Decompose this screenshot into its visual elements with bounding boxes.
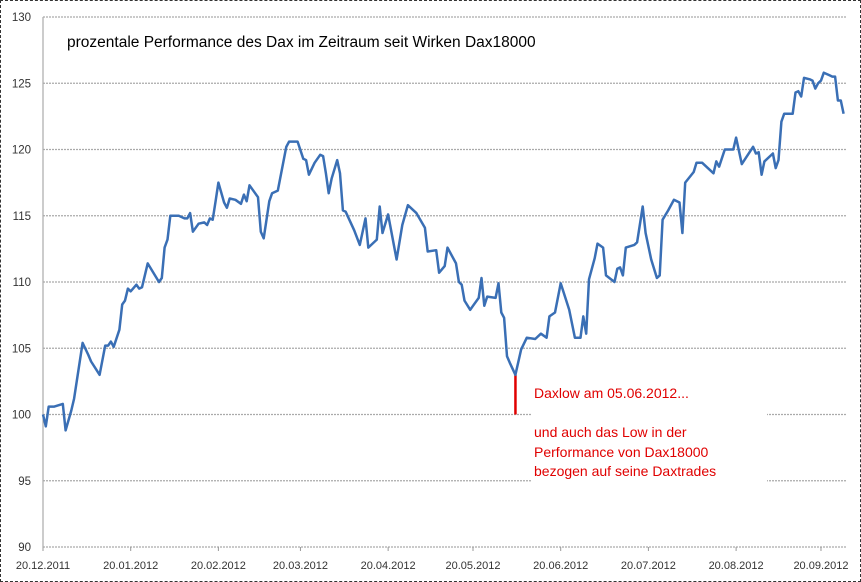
annotation-line: und auch das Low in der [534, 424, 687, 440]
y-tick-label: 110 [13, 277, 31, 289]
y-tick-label: 130 [12, 12, 31, 24]
x-tick-label: 20.08.2012 [709, 560, 764, 572]
annotation-line: Daxlow am 05.06.2012... [534, 385, 689, 401]
annotation-line: bezogen auf seine Daxtrades [534, 463, 716, 479]
chart-title: prozentale Performance des Dax im Zeitra… [67, 34, 536, 51]
y-tick-label: 115 [13, 211, 31, 223]
x-tick-label: 20.04.2012 [361, 560, 416, 572]
x-tick-label: 20.05.2012 [445, 560, 500, 572]
annotation-line: Performance von Dax18000 [534, 444, 709, 460]
y-tick-label: 90 [18, 542, 31, 554]
annotation-background [531, 378, 767, 492]
series-line-dax-performance [41, 71, 845, 432]
x-tick-label: 20.01.2012 [103, 560, 158, 572]
x-tick-label: 20.03.2012 [273, 560, 328, 572]
x-axis: 20.12.2011 20.01.2012 20.02.2012 20.03.2012… [16, 547, 849, 572]
y-tick-label: 95 [18, 476, 31, 488]
y-tick-label: 100 [12, 410, 31, 422]
y-axis: 90 95 100 105 110 115 120 125 130 [12, 12, 31, 554]
x-tick-label: 20.06.2012 [533, 560, 588, 572]
y-tick-label: 120 [12, 145, 31, 157]
x-tick-label: 20.02.2012 [191, 560, 246, 572]
annotation-text: Daxlow am 05.06.2012... und auch das Low … [534, 385, 716, 479]
x-tick-label: 20.07.2012 [621, 560, 676, 572]
y-tick-label: 125 [12, 78, 31, 90]
x-tick-label: 20.12.2011 [16, 560, 70, 572]
y-tick-label: 105 [12, 343, 31, 355]
x-tick-label: 20.09.2012 [793, 560, 848, 572]
